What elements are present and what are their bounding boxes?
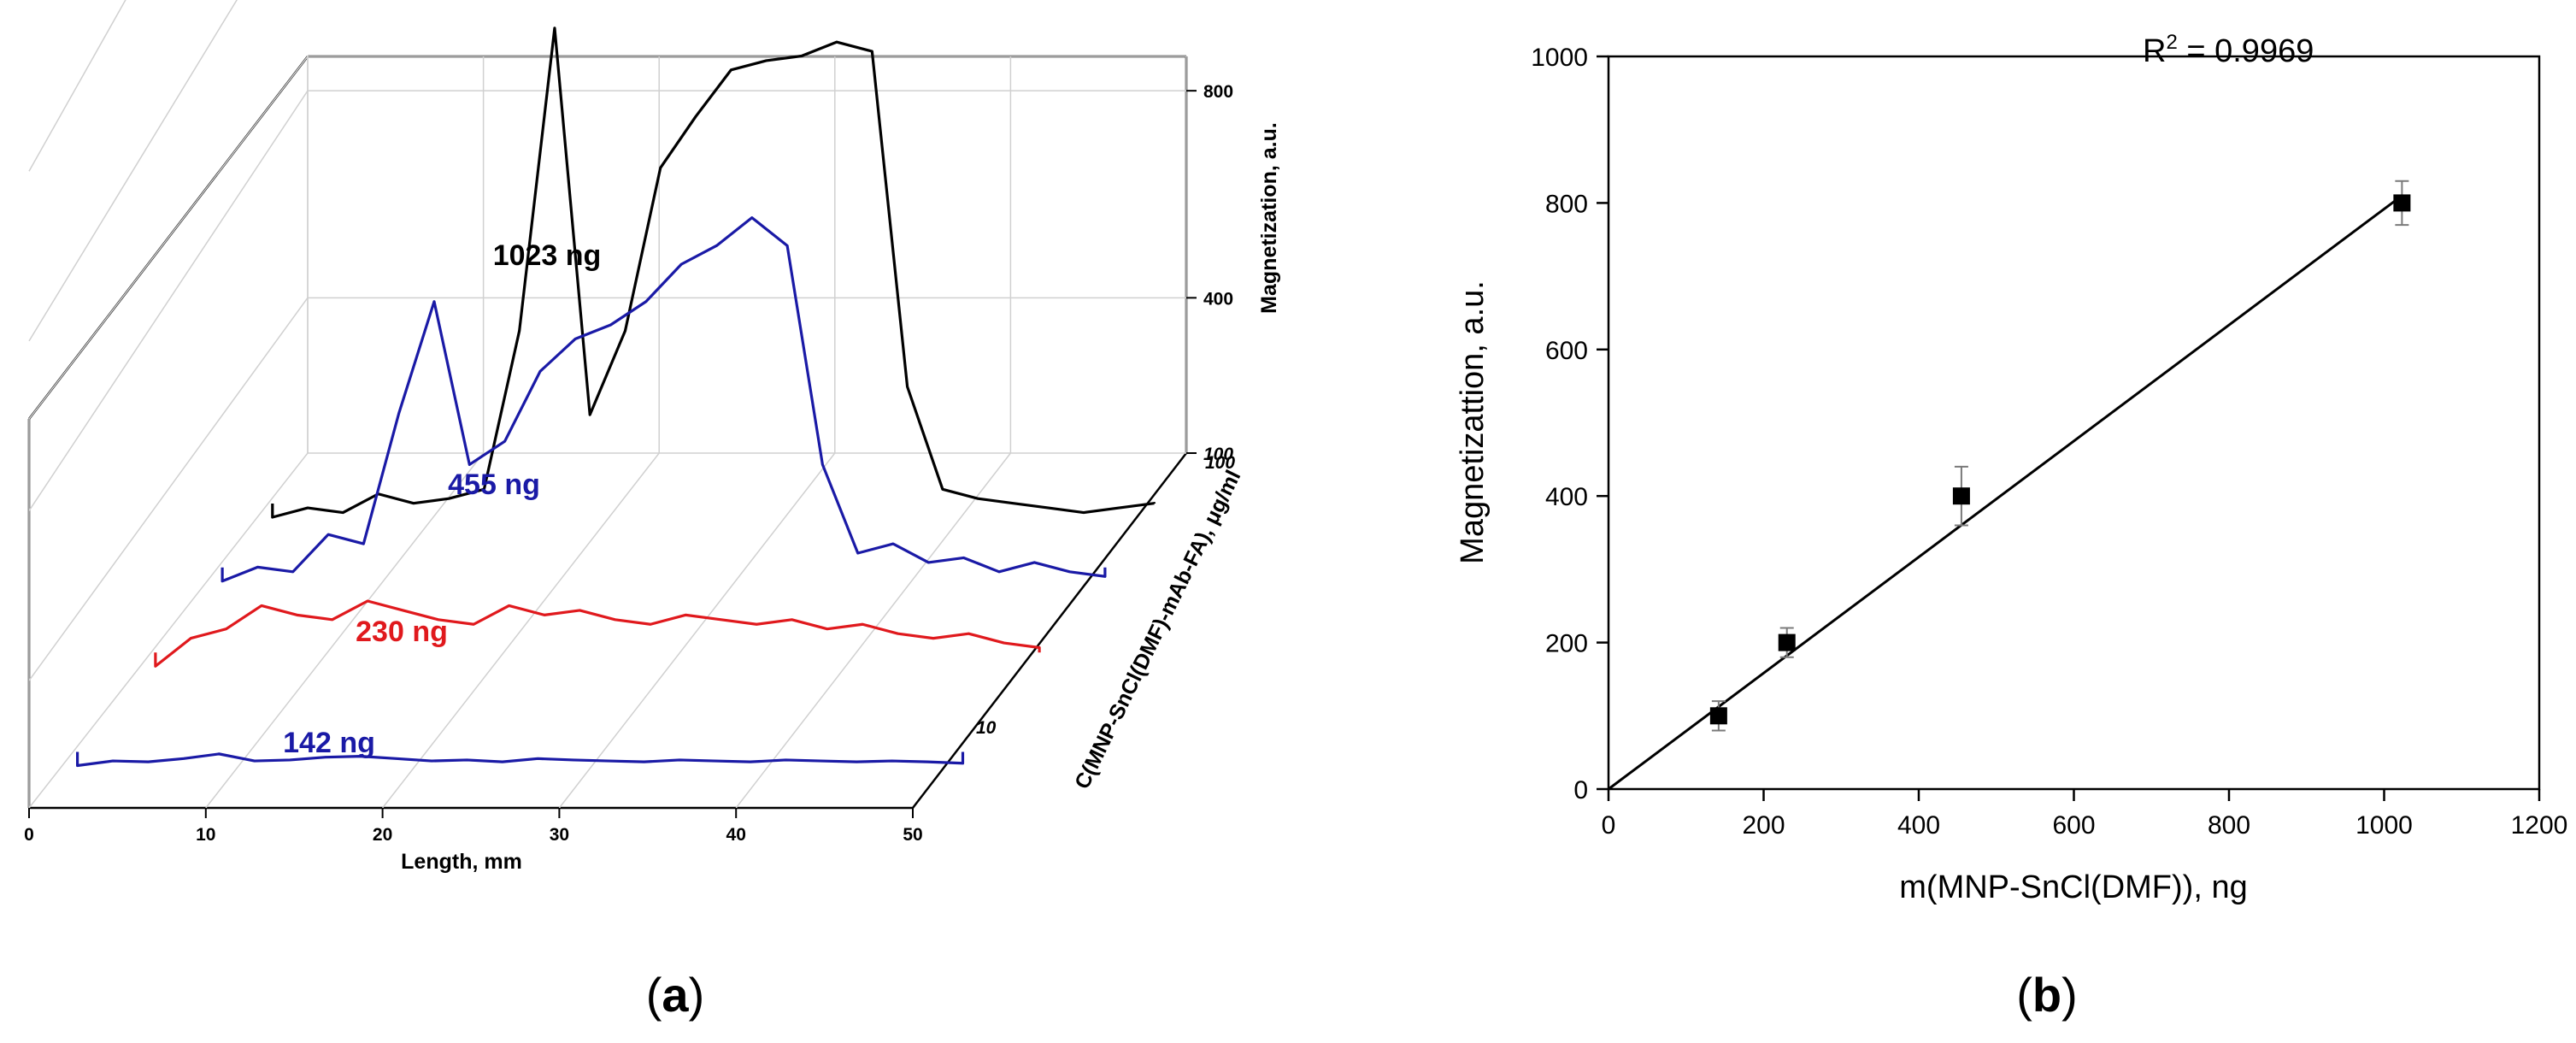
data-point: [1952, 487, 1970, 505]
panel-b-plot-frame: [1607, 55, 2541, 791]
z-tick-label: 800: [1203, 82, 1233, 102]
left-wall: [28, 54, 309, 810]
x-tick-label: 0: [24, 825, 34, 845]
panel-a-z-ticks: 200016001200800400100: [1186, 82, 1233, 464]
series-line: [76, 751, 965, 768]
panel-b-fit-line: [1608, 194, 2403, 791]
panel-b-y-ticks: 0 200 400 600 800 1000: [1531, 44, 1609, 804]
floor-gridline: [558, 452, 836, 809]
y-tick-label: 1000: [1531, 44, 1588, 72]
series-line: [154, 599, 1041, 668]
x-tick-label: 40: [726, 825, 746, 845]
x-tick-label: 50: [903, 825, 922, 845]
panel-a-frame: [27, 55, 1188, 810]
x-tick-label: 20: [373, 825, 392, 845]
panel-a-x-ticks: 0 10 20 30 40 50: [24, 808, 923, 845]
panel-b-chart: 0 200 400 600 800 1000 1200 02004006008001000 …: [1455, 31, 2567, 1022]
series-line: [271, 27, 1156, 519]
panel-a-depth-axis-label: C(MNP-SnCl(DMF)-mAb-FA), μg/ml: [1070, 467, 1245, 793]
panel-b-x-axis-label: m(MNP-SnCl(DMF)), ng: [1899, 869, 2247, 905]
panel-b-y-axis-label: Magnetizattion, a.u.: [1455, 280, 1491, 564]
series-label: 142 ng: [283, 727, 375, 759]
x-tick-label: 400: [1897, 811, 1940, 840]
y-tick-label: 400: [1545, 483, 1588, 511]
x-tick-label: 30: [550, 825, 569, 845]
x-tick-label: 1200: [2511, 811, 2568, 840]
left-wall-gridline: [28, 90, 309, 511]
y-tick-label: 200: [1545, 630, 1588, 658]
series-label: 230 ng: [356, 616, 448, 648]
panel-b-r2-annotation: R2 = 0.9969: [2143, 31, 2314, 69]
left-wall-gridline: [28, 0, 126, 172]
panel-a-caption: (a): [646, 968, 704, 1022]
x-tick-label: 0: [1602, 811, 1616, 840]
x-tick-label: 1000: [2355, 811, 2413, 840]
data-point: [1709, 707, 1727, 725]
x-tick-label: 800: [2208, 811, 2250, 840]
left-wall-gridline: [28, 297, 309, 681]
back-wall: [307, 56, 1187, 454]
series-label: 455 ng: [448, 468, 540, 501]
panel-a-chart: 1023 ng 455 ng 230 ng 142 ng 0 10 20 30 40 50 20…: [24, 0, 1281, 1022]
panel-a-depth-ticks: 100 10: [976, 453, 1235, 738]
floor-gridline: [382, 452, 660, 809]
x-tick-label: 600: [2052, 811, 2095, 840]
floor-gridline: [735, 452, 1011, 809]
x-tick-label: 10: [196, 825, 215, 845]
depth-tick-label: 10: [976, 718, 997, 738]
y-tick-label: 800: [1545, 190, 1588, 218]
panel-a-z-axis-label: Magnetization, a.u.: [1257, 122, 1281, 314]
floor-gridline: [205, 452, 485, 809]
panel-b-x-ticks: 0 200 400 600 800 1000 1200: [1602, 789, 2568, 840]
series-label: 1023 ng: [493, 239, 602, 272]
depth-tick-label: 100: [1205, 453, 1235, 473]
y-tick-label: 600: [1545, 337, 1588, 365]
y-tick-label: 0: [1573, 776, 1588, 804]
z-tick-label: 400: [1203, 289, 1233, 309]
z-tick-label: 100: [1203, 445, 1233, 464]
panel-b-caption: (b): [2016, 968, 2078, 1022]
panel-b-data-points: [1709, 180, 2411, 732]
panel-a-x-axis-label: Length, mm: [401, 850, 522, 874]
left-wall-gridline: [28, 0, 238, 342]
panel-a-series: 1023 ng 455 ng 230 ng 142 ng: [76, 27, 1156, 768]
series-line: [221, 216, 1107, 583]
panel-a-gridlines: [28, 0, 1187, 810]
data-point: [2393, 194, 2411, 212]
data-point: [1778, 633, 1796, 651]
x-tick-label: 200: [1742, 811, 1785, 840]
depth-axis-line: [912, 452, 1187, 809]
